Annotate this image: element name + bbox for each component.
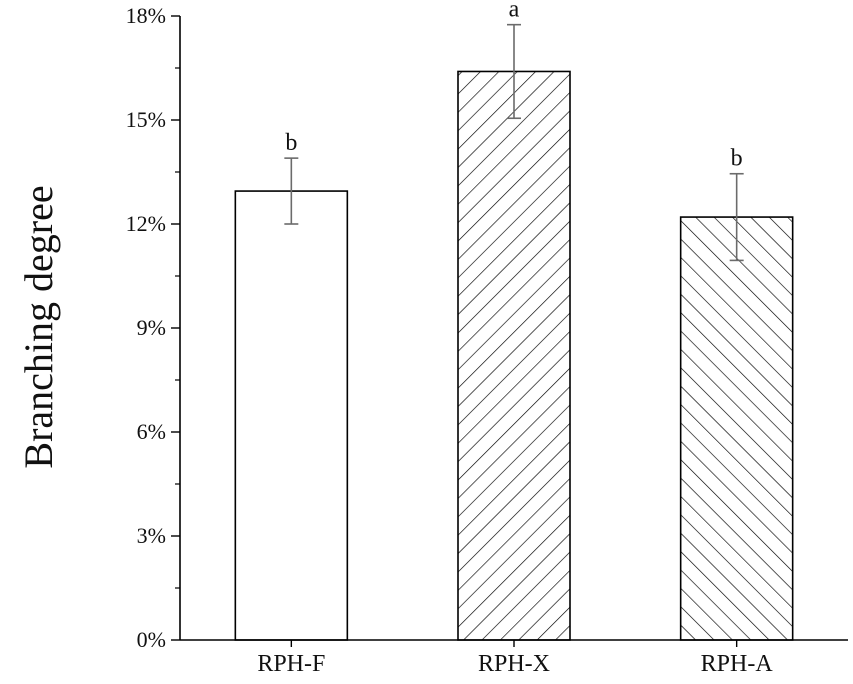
y-tick-label: 9% — [137, 315, 166, 340]
x-tick-label-rph-a: RPH-A — [701, 651, 774, 677]
y-axis-label: Branching degree — [16, 185, 61, 468]
y-tick-label: 0% — [137, 627, 166, 652]
error-bar-rph-x — [507, 23, 521, 120]
significance-letter-rph-f: b — [285, 130, 297, 156]
y-tick-label: 6% — [137, 419, 166, 444]
error-bar-rph-a — [729, 172, 744, 262]
bars — [234, 70, 794, 641]
x-tick-label-rph-x: RPH-X — [478, 651, 550, 677]
significance-letter-rph-a: b — [731, 146, 743, 172]
y-ticks: 0% 3% 6% 9% 12% 15% 18% — [126, 3, 180, 652]
y-tick-label: 3% — [137, 523, 166, 548]
significance-letters: b a b — [285, 0, 742, 172]
y-tick-label: 15% — [126, 107, 166, 132]
bar-rph-a — [679, 216, 794, 641]
error-bar-rph-f — [284, 157, 299, 225]
y-tick-label: 12% — [126, 211, 166, 236]
error-bars — [284, 23, 744, 262]
x-tick-label-rph-f: RPH-F — [257, 651, 325, 677]
bar-rph-f — [234, 190, 349, 641]
x-ticks: RPH-F RPH-X RPH-A — [257, 640, 773, 677]
significance-letter-rph-x: a — [509, 0, 520, 23]
y-tick-label: 18% — [126, 3, 166, 28]
bar-rph-x — [457, 70, 571, 641]
